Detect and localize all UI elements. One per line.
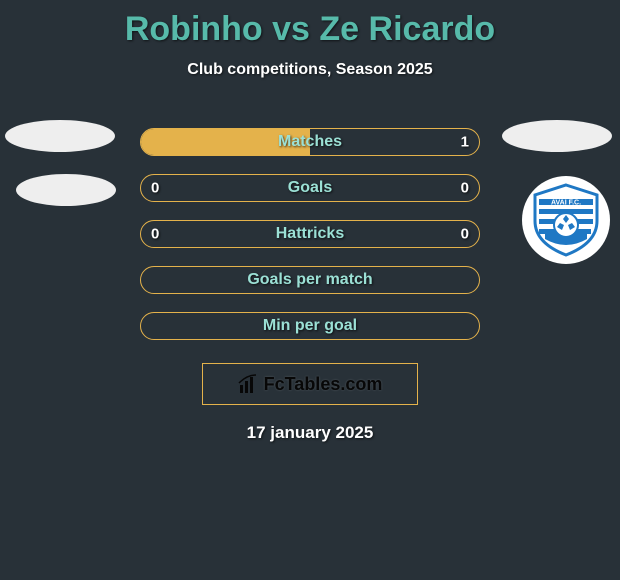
stat-pill: Min per goal bbox=[140, 312, 480, 340]
stat-label: Goals bbox=[288, 179, 332, 197]
bar-chart-icon bbox=[238, 373, 260, 395]
stat-row: Goals per match bbox=[0, 257, 620, 303]
stat-row: 0 Goals 0 bbox=[0, 165, 620, 211]
page-title: Robinho vs Ze Ricardo bbox=[0, 0, 620, 49]
stat-pill: Goals per match bbox=[140, 266, 480, 294]
stat-row: 0 Hattricks 0 bbox=[0, 211, 620, 257]
stat-row: Min per goal bbox=[0, 303, 620, 349]
stat-value-right: 0 bbox=[461, 226, 469, 243]
footer-date: 17 january 2025 bbox=[0, 423, 620, 443]
stat-value-left: 0 bbox=[151, 226, 159, 243]
stat-pill: Matches 1 bbox=[140, 128, 480, 156]
stat-value-right: 1 bbox=[461, 134, 469, 151]
stat-label: Matches bbox=[278, 133, 342, 151]
stat-label: Min per goal bbox=[263, 317, 357, 335]
stat-label: Goals per match bbox=[247, 271, 372, 289]
stat-pill: 0 Goals 0 bbox=[140, 174, 480, 202]
fctables-logo[interactable]: FcTables.com bbox=[202, 363, 418, 405]
stat-pill: 0 Hattricks 0 bbox=[140, 220, 480, 248]
logo-text: FcTables.com bbox=[264, 374, 383, 395]
stat-label: Hattricks bbox=[276, 225, 344, 243]
stats-container: Matches 1 0 Goals 0 0 Hattricks 0 Goals … bbox=[0, 119, 620, 349]
stat-row: Matches 1 bbox=[0, 119, 620, 165]
page-subtitle: Club competitions, Season 2025 bbox=[0, 61, 620, 79]
stat-value-right: 0 bbox=[461, 180, 469, 197]
stat-value-left: 0 bbox=[151, 180, 159, 197]
